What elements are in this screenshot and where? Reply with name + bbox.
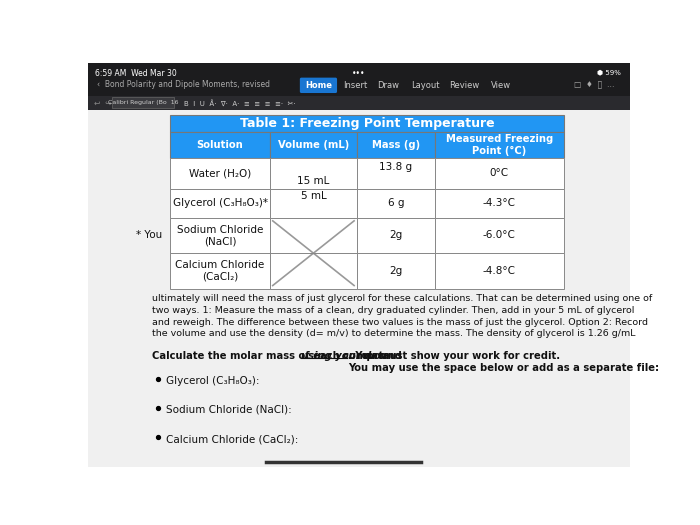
FancyBboxPatch shape [270,253,357,289]
Text: Water (H₂O): Water (H₂O) [189,168,251,178]
FancyBboxPatch shape [435,253,564,289]
Text: . You must show your work for credit.
You may use the space below or add as a se: . You must show your work for credit. Yo… [348,351,659,373]
Text: -4.3°C: -4.3°C [483,198,516,208]
FancyBboxPatch shape [88,110,630,467]
Text: Calcium Chloride (CaCl₂):: Calcium Chloride (CaCl₂): [166,434,298,444]
Text: Glycerol (C₃H₈O₃)*: Glycerol (C₃H₈O₃)* [172,198,267,208]
Text: Insert: Insert [344,81,368,90]
Text: Sodium Chloride (NaCl):: Sodium Chloride (NaCl): [166,405,291,415]
Text: □  ♦  ⦾  …: □ ♦ ⦾ … [574,81,615,90]
Text: 13.8 g: 13.8 g [379,162,412,172]
FancyBboxPatch shape [170,218,270,253]
Text: Sodium Chloride
(NaCl): Sodium Chloride (NaCl) [177,225,263,246]
FancyBboxPatch shape [357,253,435,289]
FancyBboxPatch shape [270,132,357,158]
Text: Review: Review [449,81,480,90]
Text: Volume (mL): Volume (mL) [278,140,349,150]
FancyBboxPatch shape [88,96,630,110]
FancyBboxPatch shape [435,132,564,158]
Text: -6.0°C: -6.0°C [483,230,516,240]
FancyBboxPatch shape [270,188,357,218]
Text: Table 1: Freezing Point Temperature: Table 1: Freezing Point Temperature [240,117,495,130]
FancyBboxPatch shape [170,158,270,188]
Text: ⬢ 59%: ⬢ 59% [597,69,621,75]
FancyBboxPatch shape [170,253,270,289]
Text: ‹  Bond Polarity and Dipole Moments, revised: ‹ Bond Polarity and Dipole Moments, revi… [97,80,270,89]
Text: * You: * You [136,230,162,240]
FancyBboxPatch shape [300,78,337,93]
Text: 5 mL: 5 mL [300,191,326,201]
FancyBboxPatch shape [170,132,270,158]
Text: 2g: 2g [389,266,402,276]
FancyBboxPatch shape [435,218,564,253]
FancyBboxPatch shape [435,158,564,188]
Text: View: View [491,81,512,90]
FancyBboxPatch shape [170,188,270,218]
Text: Calibri Regular (Bo  16: Calibri Regular (Bo 16 [108,100,178,105]
FancyBboxPatch shape [112,97,174,109]
Text: •••: ••• [352,69,365,78]
FancyBboxPatch shape [357,158,435,188]
Text: Solution: Solution [197,140,244,150]
Text: Calculate the molar mass of each compound: Calculate the molar mass of each compoun… [152,351,405,361]
Text: ↩  ↪: ↩ ↪ [94,99,111,108]
FancyBboxPatch shape [270,218,357,253]
FancyBboxPatch shape [88,63,630,106]
Text: 0°C: 0°C [490,168,509,178]
FancyBboxPatch shape [357,188,435,218]
FancyBboxPatch shape [270,158,357,188]
Text: Layout: Layout [411,81,440,90]
FancyBboxPatch shape [170,116,564,132]
Text: -4.8°C: -4.8°C [483,266,516,276]
Text: 15 mL: 15 mL [298,176,330,186]
Text: Home: Home [305,81,332,90]
Text: ultimately will need the mass of just glycerol for these calculations. That can : ultimately will need the mass of just gl… [152,294,652,339]
Text: 2g: 2g [389,230,402,240]
Text: Draw: Draw [377,81,399,90]
Text: using your data: using your data [300,351,389,361]
Text: 6:59 AM  Wed Mar 30: 6:59 AM Wed Mar 30 [95,69,177,78]
Text: 6 g: 6 g [388,198,404,208]
Text: Calcium Chloride
(CaCl₂): Calcium Chloride (CaCl₂) [176,260,265,282]
FancyBboxPatch shape [357,132,435,158]
Text: Mass (g): Mass (g) [372,140,420,150]
Text: Measured Freezing
Point (°C): Measured Freezing Point (°C) [446,134,553,156]
Text: Glycerol (C₃H₈O₃):: Glycerol (C₃H₈O₃): [166,375,259,386]
FancyBboxPatch shape [435,188,564,218]
Text: B  I  U  Å·  ∇·  A·  ≡  ≡  ≡  ≡·  ✂·: B I U Å· ∇· A· ≡ ≡ ≡ ≡· ✂· [184,100,296,107]
FancyBboxPatch shape [357,218,435,253]
